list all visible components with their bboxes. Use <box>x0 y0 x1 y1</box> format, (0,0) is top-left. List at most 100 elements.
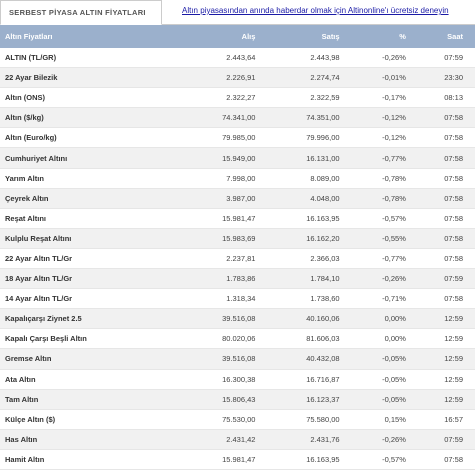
table-cell: Gremse Altın <box>0 348 184 370</box>
top-bar: SERBEST PİYASA ALTIN FİYATLARI Altın piy… <box>0 0 475 25</box>
table-cell: 07:58 <box>417 248 475 270</box>
table-cell: 16.123,37 <box>267 389 352 410</box>
table-cell: 7.998,00 <box>183 168 268 189</box>
table-cell: 15.806,43 <box>183 389 268 410</box>
table-cell: 16.162,20 <box>267 228 352 249</box>
table-cell: Yarım Altın <box>0 168 184 189</box>
column-header: Alış <box>183 25 268 48</box>
table-row: Reşat Altını 15.981,47 16.163,95 -0,57% 07:5… <box>0 208 475 229</box>
table-cell: -0,57% <box>351 449 418 470</box>
table-cell: 39.516,08 <box>183 308 268 330</box>
table-row: Altın (Euro/kg) 79.985,00 79.996,00 -0,12% 0… <box>0 127 475 149</box>
promo-link[interactable]: Altın piyasasından anında haberdar olmak… <box>182 6 449 15</box>
table-cell: 08:13 <box>417 87 475 109</box>
table-cell: 2.322,59 <box>267 87 352 109</box>
table-cell: 15.949,00 <box>183 147 268 169</box>
table-cell: -0,78% <box>351 188 418 209</box>
table-cell: -0,05% <box>351 389 418 410</box>
table-cell: Has Altın <box>0 429 184 450</box>
table-row: Kulplu Reşat Altını 15.983,69 16.162,20 -0,… <box>0 228 475 249</box>
table-cell: Kapalıçarşı Ziynet 2.5 <box>0 308 184 330</box>
table-cell: 1.784,10 <box>267 268 352 290</box>
table-row: Tam Altın 15.806,43 16.123,37 -0,05% 12:59 <box>0 389 475 410</box>
table-cell: 07:58 <box>417 188 475 209</box>
table-cell: -0,57% <box>351 208 418 229</box>
table-cell: -0,01% <box>351 67 418 89</box>
table-cell: 07:58 <box>417 107 475 129</box>
table-cell: 2.443,64 <box>183 48 268 69</box>
table-cell: 4.048,00 <box>267 188 352 209</box>
table-cell: 18 Ayar Altın TL/Gr <box>0 268 184 290</box>
table-cell: Altın (Euro/kg) <box>0 127 184 149</box>
table-row: Külçe Altın ($) 75.530,00 75.580,00 0,15% 16… <box>0 409 475 430</box>
table-cell: 16.300,38 <box>183 369 268 390</box>
table-cell: 0,15% <box>351 409 418 430</box>
column-header: Altın Fiyatları <box>0 25 184 48</box>
table-cell: Çeyrek Altın <box>0 188 184 209</box>
table-cell: 1.318,34 <box>183 288 268 310</box>
table-cell: 22 Ayar Bilezik <box>0 67 184 89</box>
table-row: 22 Ayar Bilezik 2.226,91 2.274,74 -0,01% 23:… <box>0 67 475 89</box>
table-cell: Ata Altın <box>0 369 184 390</box>
table-cell: ALTIN (TL/GR) <box>0 48 184 69</box>
table-cell: 12:59 <box>417 389 475 410</box>
table-row: Kapalı Çarşı Beşli Altın 80.020,06 81.606,… <box>0 328 475 350</box>
header-row: Altın Fiyatları Alış Satış% Saat <box>0 25 475 48</box>
table-cell: 0,00% <box>351 308 418 330</box>
table-cell: 07:58 <box>417 127 475 149</box>
tab[interactable]: SERBEST PİYASA ALTIN FİYATLARI <box>0 0 162 25</box>
table-cell: 74.351,00 <box>267 107 352 129</box>
table-cell: 2.237,81 <box>183 248 268 270</box>
table-row: 18 Ayar Altın TL/Gr 1.783,86 1.784,10 -0,26… <box>0 268 475 290</box>
table-row: Altın ($/kg) 74.341,00 74.351,00 -0,12% 07:5… <box>0 107 475 129</box>
table-cell: Hamit Altın <box>0 449 184 470</box>
table-cell: 07:58 <box>417 228 475 249</box>
table-cell: 15.981,47 <box>183 208 268 229</box>
table-cell: -0,12% <box>351 127 418 149</box>
table-cell: 16.163,95 <box>267 449 352 470</box>
table-cell: 07:59 <box>417 268 475 290</box>
table-cell: 80.020,06 <box>183 328 268 350</box>
table-cell: 1.783,86 <box>183 268 268 290</box>
table-cell: 2.431,42 <box>183 429 268 450</box>
table-cell: -0,05% <box>351 369 418 390</box>
table-row: Ata Altın 16.300,38 16.716,87 -0,05% 12:59 <box>0 369 475 390</box>
table-cell: 1.738,60 <box>267 288 352 310</box>
table-cell: 0,00% <box>351 328 418 350</box>
table-cell: 22 Ayar Altın TL/Gr <box>0 248 184 270</box>
table-cell: -0,78% <box>351 168 418 189</box>
table-row: Kapalıçarşı Ziynet 2.5 39.516,08 40.160,06… <box>0 308 475 330</box>
table-cell: 79.996,00 <box>267 127 352 149</box>
table-cell: 12:59 <box>417 369 475 390</box>
table-cell: 39.516,08 <box>183 348 268 370</box>
table-cell: -0,26% <box>351 429 418 450</box>
table-cell: Reşat Altını <box>0 208 184 229</box>
table-cell: 07:58 <box>417 288 475 310</box>
table-row: 22 Ayar Altın TL/Gr 2.237,81 2.366,03 -0,77… <box>0 248 475 270</box>
table-cell: 2.431,76 <box>267 429 352 450</box>
table-cell: 40.160,06 <box>267 308 352 330</box>
table-row: Has Altın 2.431,42 2.431,76 -0,26% 07:59 <box>0 429 475 450</box>
table-cell: 12:59 <box>417 308 475 330</box>
table-cell: -0,17% <box>351 87 418 109</box>
column-header: % <box>351 25 418 48</box>
table-row: ALTIN (TL/GR) 2.443,64 2.443,98 -0,26% 07:59 <box>0 48 475 69</box>
table-cell: 16.131,00 <box>267 147 352 169</box>
table-cell: 07:58 <box>417 449 475 470</box>
table-cell: 07:59 <box>417 48 475 69</box>
table-cell: -0,26% <box>351 268 418 290</box>
table-cell: Cumhuriyet Altını <box>0 147 184 169</box>
table-cell: 07:58 <box>417 147 475 169</box>
table-cell: 07:58 <box>417 208 475 229</box>
table-cell: 16.716,87 <box>267 369 352 390</box>
table-row: Yarım Altın 7.998,00 8.089,00 -0,78% 07:58 <box>0 168 475 189</box>
table-cell: -0,12% <box>351 107 418 129</box>
table-cell: 3.987,00 <box>183 188 268 209</box>
table-cell: 15.983,69 <box>183 228 268 249</box>
table-cell: 23:30 <box>417 67 475 89</box>
table-cell: 12:59 <box>417 328 475 350</box>
table-row: Cumhuriyet Altını 15.949,00 16.131,00 -0,77… <box>0 147 475 169</box>
table-cell: 75.580,00 <box>267 409 352 430</box>
table-cell: 2.443,98 <box>267 48 352 69</box>
